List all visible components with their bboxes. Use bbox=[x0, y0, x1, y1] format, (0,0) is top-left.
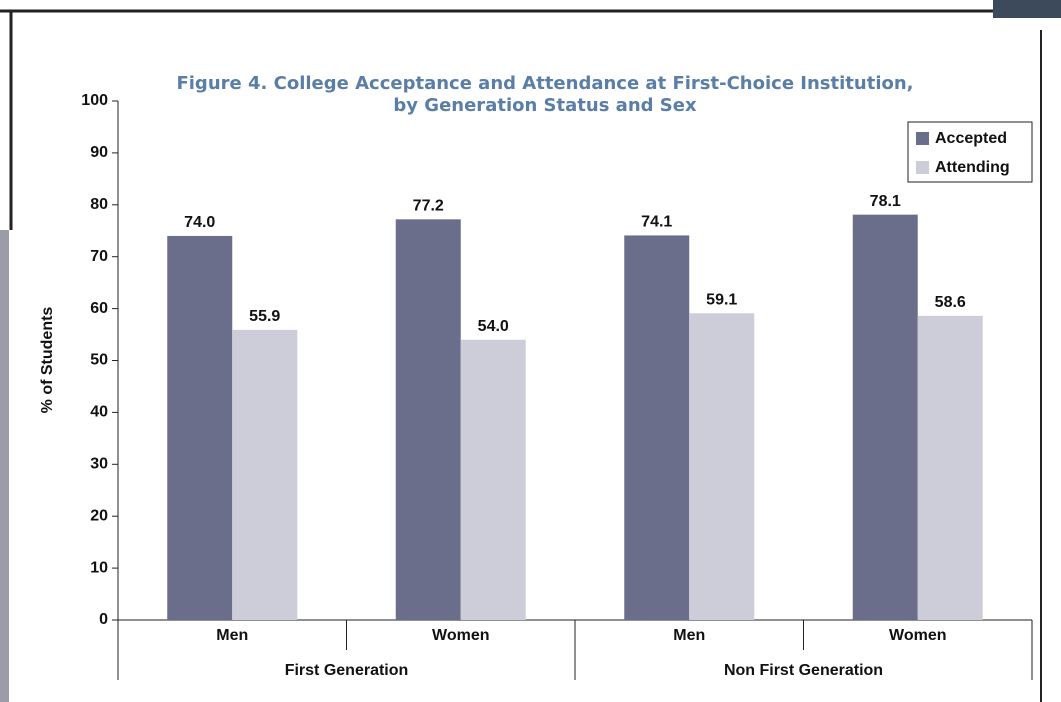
data-label: 78.1 bbox=[870, 193, 901, 210]
bar bbox=[460, 339, 526, 620]
y-tick-label: 40 bbox=[90, 404, 108, 421]
data-label: 58.6 bbox=[935, 294, 966, 311]
bar bbox=[852, 214, 918, 620]
x-tick-label: Women bbox=[889, 627, 946, 644]
bar bbox=[689, 313, 755, 620]
group-label: Non First Generation bbox=[724, 662, 883, 679]
y-tick-label: 90 bbox=[90, 144, 108, 161]
data-label: 59.1 bbox=[706, 291, 737, 308]
legend-swatch bbox=[916, 132, 929, 145]
chart-title: Figure 4. College Acceptance and Attenda… bbox=[176, 73, 913, 94]
legend-label: Accepted bbox=[935, 130, 1007, 147]
y-tick-label: 30 bbox=[90, 456, 108, 473]
y-tick-label: 20 bbox=[90, 507, 108, 524]
data-label: 55.9 bbox=[249, 308, 280, 325]
data-label: 54.0 bbox=[478, 318, 509, 335]
bar bbox=[232, 329, 298, 620]
y-tick-label: 100 bbox=[81, 92, 108, 109]
x-tick-label: Men bbox=[673, 627, 705, 644]
legend-swatch bbox=[916, 161, 929, 174]
y-tick-label: 50 bbox=[90, 352, 108, 369]
y-tick-label: 80 bbox=[90, 196, 108, 213]
y-tick-label: 10 bbox=[90, 559, 108, 576]
bar bbox=[917, 315, 983, 620]
corner-block bbox=[993, 0, 1061, 18]
bar bbox=[395, 219, 461, 620]
bar bbox=[624, 235, 690, 620]
legend-label: Attending bbox=[935, 159, 1010, 176]
side-strip bbox=[0, 230, 9, 702]
chart-title: by Generation Status and Sex bbox=[393, 95, 697, 116]
y-tick-label: 60 bbox=[90, 300, 108, 317]
data-label: 74.0 bbox=[184, 214, 215, 231]
x-tick-label: Women bbox=[432, 627, 489, 644]
y-axis-label: % of Students bbox=[39, 307, 56, 414]
bar bbox=[167, 235, 233, 620]
data-label: 77.2 bbox=[413, 198, 444, 215]
data-label: 74.1 bbox=[641, 214, 672, 231]
group-label: First Generation bbox=[285, 662, 409, 679]
y-tick-label: 0 bbox=[99, 611, 108, 628]
y-tick-label: 70 bbox=[90, 248, 108, 265]
x-tick-label: Men bbox=[216, 627, 248, 644]
